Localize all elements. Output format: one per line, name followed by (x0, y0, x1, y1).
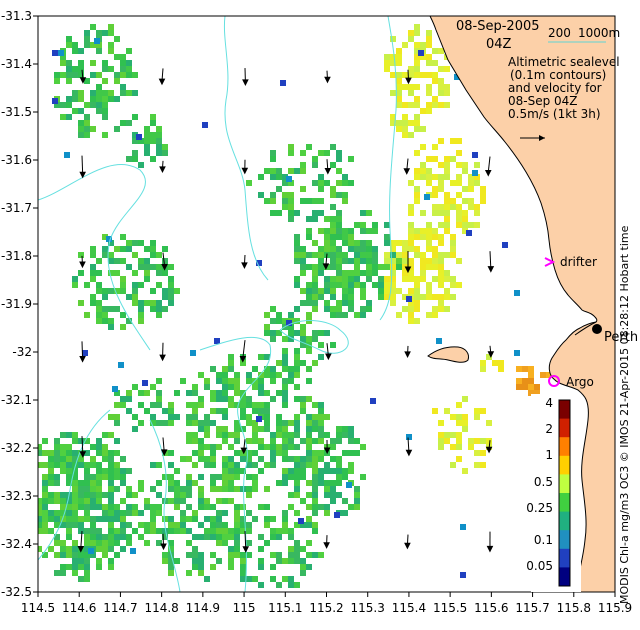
info-line: Altimetric sealevel (508, 55, 620, 69)
credit-text: MODIS Chl-a mg/m3 OC3 © IMOS 21-Apr-2015… (618, 225, 631, 604)
perth-label: Perth (604, 330, 638, 345)
info-line: 0.5m/s (1kt 3h) (508, 107, 601, 121)
colorbar-segment (559, 455, 570, 475)
y-axis: -31.3 -31.4 -31.5 -31.6 -31.7 -31.8 -31.9 -32 -3… (1, 9, 38, 599)
y-tick-label: -32.1 (1, 393, 32, 407)
depth-contours (38, 16, 397, 592)
y-tick-label: -32.3 (1, 489, 32, 503)
x-tick-label: 115.1 (268, 601, 302, 615)
date-label: 08-Sep-2005 (456, 19, 540, 34)
colorbar-label: 0.1 (534, 533, 553, 547)
x-tick-label: 115.3 (351, 601, 385, 615)
info-line: (0.1m contours) (510, 68, 606, 82)
colorbar-label: 1 (545, 448, 553, 462)
colorbar-segment (559, 437, 570, 457)
x-tick-label: 115.7 (515, 601, 549, 615)
x-tick-label: 115.5 (433, 601, 467, 615)
argo-label: Argo (566, 375, 594, 389)
x-tick-label: 115.4 (392, 601, 426, 615)
y-tick-label: -32 (12, 345, 32, 359)
colorbar-frame (558, 399, 571, 587)
x-tick-label: 114.8 (144, 601, 178, 615)
x-tick-label: 114.7 (103, 601, 137, 615)
colorbar-background (531, 394, 581, 592)
x-tick-label: 114.6 (62, 601, 96, 615)
colorbar-segment (559, 474, 570, 494)
colorbar-segment (559, 548, 570, 568)
colorbar: 4 2 1 0.5 0.25 0.1 0.05 (526, 394, 581, 592)
y-tick-label: -31.5 (1, 105, 32, 119)
x-tick-label: 115.8 (557, 601, 591, 615)
x-tick-label: 115.9 (598, 601, 632, 615)
y-tick-label: -31.7 (1, 201, 32, 215)
info-line: 08-Sep 04Z (508, 94, 578, 108)
y-tick-label: -32.5 (1, 585, 32, 599)
colorbar-segment (559, 418, 570, 438)
y-tick-label: -31.3 (1, 9, 32, 23)
time-label: 04Z (486, 37, 512, 52)
scale-arrow-head (539, 135, 545, 141)
drifter-marker-icon (544, 257, 556, 267)
perth-marker-icon (592, 324, 602, 334)
colorbar-segment (559, 511, 570, 531)
x-tick-label: 114.5 (21, 601, 55, 615)
info-line: and velocity for (508, 81, 602, 95)
colorbar-segment (559, 493, 570, 513)
y-tick-label: -31.4 (1, 57, 32, 71)
colorbar-label: 2 (545, 422, 553, 436)
info-text: Altimetric sealevel (0.1m contours) and … (508, 55, 620, 121)
colorbar-label: 0.5 (534, 475, 553, 489)
colorbar-label: 0.25 (526, 501, 553, 515)
colorbar-segment (559, 530, 570, 550)
land-mass (429, 16, 615, 592)
y-tick-label: -32.2 (1, 441, 32, 455)
chlorophyll-pixels (38, 24, 552, 588)
argo-marker-icon (548, 375, 560, 387)
colorbar-segment (559, 400, 570, 420)
x-tick-label: 115 (233, 601, 256, 615)
x-tick-label: 115.2 (309, 601, 343, 615)
x-tick-label: 114.9 (186, 601, 220, 615)
velocity-arrows (77, 68, 495, 553)
drifter-label: drifter (560, 255, 597, 269)
y-tick-label: -31.9 (1, 297, 32, 311)
colorbar-segment (559, 567, 570, 587)
y-tick-label: -31.6 (1, 153, 32, 167)
depth-1000-label: 1000m (578, 26, 620, 40)
colorbar-label: 4 (545, 396, 553, 410)
x-axis: 114.5 114.6 114.7 114.8 114.9 115 115.1 115.2 11… (21, 592, 632, 615)
depth-200-label: 200 (548, 26, 571, 40)
y-tick-label: -31.8 (1, 249, 32, 263)
y-tick-label: -32.4 (1, 537, 32, 551)
rottnest-island (427, 346, 469, 363)
colorbar-label: 0.05 (526, 559, 553, 573)
x-tick-label: 115.6 (474, 601, 508, 615)
